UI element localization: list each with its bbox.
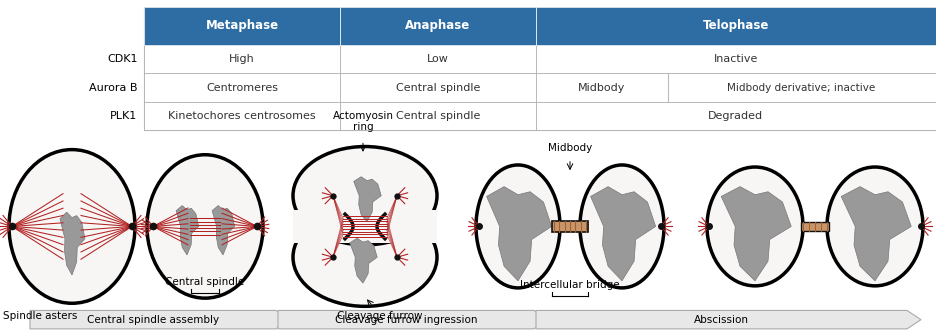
Ellipse shape xyxy=(580,165,664,288)
Bar xyxy=(801,222,828,231)
Text: Spindle asters: Spindle asters xyxy=(3,311,77,321)
Polygon shape xyxy=(535,310,920,329)
Text: Metaphase: Metaphase xyxy=(206,19,278,32)
Bar xyxy=(144,7,340,45)
Polygon shape xyxy=(176,206,198,255)
Text: Cleavage furrow ingression: Cleavage furrow ingression xyxy=(334,315,477,325)
Polygon shape xyxy=(840,187,910,281)
Text: CDK1: CDK1 xyxy=(107,54,137,64)
Bar xyxy=(144,45,340,73)
Text: Midbody: Midbody xyxy=(548,143,592,153)
Bar xyxy=(340,73,535,102)
Text: Telophase: Telophase xyxy=(701,19,768,32)
Text: Centromeres: Centromeres xyxy=(206,82,278,93)
Ellipse shape xyxy=(706,167,802,286)
Text: High: High xyxy=(229,54,255,64)
Text: Degraded: Degraded xyxy=(707,111,763,121)
Polygon shape xyxy=(59,212,85,275)
Polygon shape xyxy=(278,310,548,329)
Text: Midbody derivative; inactive: Midbody derivative; inactive xyxy=(727,82,875,93)
Polygon shape xyxy=(353,177,380,221)
Text: Central spindle: Central spindle xyxy=(165,277,244,287)
Ellipse shape xyxy=(9,150,135,303)
Ellipse shape xyxy=(476,165,560,288)
Bar xyxy=(535,73,935,102)
Text: Kinetochores centrosomes: Kinetochores centrosomes xyxy=(168,111,315,121)
Text: Abscission: Abscission xyxy=(693,315,749,325)
Bar xyxy=(340,102,535,130)
Bar xyxy=(144,73,340,102)
Bar xyxy=(144,102,340,130)
Text: Aurora B: Aurora B xyxy=(89,82,137,93)
Text: Anaphase: Anaphase xyxy=(405,19,470,32)
Text: Intercellular bridge: Intercellular bridge xyxy=(519,280,619,290)
Polygon shape xyxy=(590,187,655,281)
Polygon shape xyxy=(349,238,377,283)
Bar xyxy=(551,221,587,231)
Bar xyxy=(293,210,436,243)
Text: Cleavage furrow: Cleavage furrow xyxy=(337,312,422,321)
Polygon shape xyxy=(486,187,551,281)
Ellipse shape xyxy=(293,208,436,306)
Text: Central spindle: Central spindle xyxy=(396,111,480,121)
Text: Central spindle: Central spindle xyxy=(396,82,480,93)
Bar xyxy=(535,102,935,130)
Ellipse shape xyxy=(147,155,262,298)
Bar xyxy=(340,7,535,45)
Ellipse shape xyxy=(826,167,922,286)
Bar xyxy=(535,7,935,45)
Ellipse shape xyxy=(293,147,436,245)
Text: Actomyosin
ring: Actomyosin ring xyxy=(332,111,393,132)
Polygon shape xyxy=(720,187,790,281)
Text: Low: Low xyxy=(427,54,448,64)
Polygon shape xyxy=(30,310,290,329)
Text: Central spindle assembly: Central spindle assembly xyxy=(87,315,219,325)
Text: Inactive: Inactive xyxy=(713,54,757,64)
Bar xyxy=(535,45,935,73)
Text: PLK1: PLK1 xyxy=(110,111,137,121)
Text: Midbody: Midbody xyxy=(578,82,625,93)
Polygon shape xyxy=(211,206,234,255)
Bar xyxy=(340,45,535,73)
